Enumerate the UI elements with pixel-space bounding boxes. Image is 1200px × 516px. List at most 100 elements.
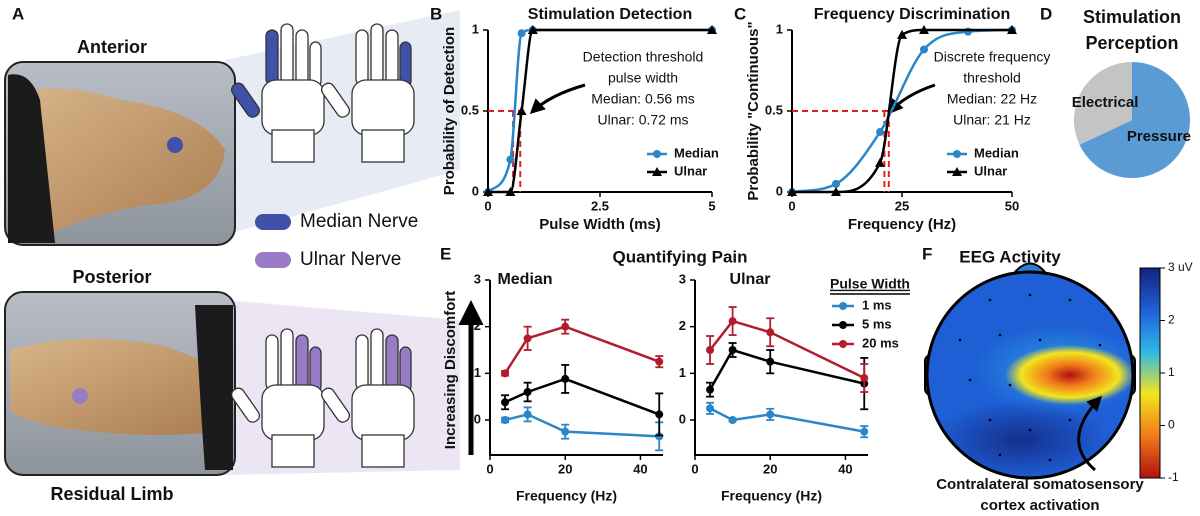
marker (561, 322, 570, 331)
y-tick-label: 0 (776, 183, 783, 198)
marker (523, 410, 532, 419)
x-tick-label: 40 (838, 461, 852, 476)
finger (320, 82, 351, 118)
x-tick-label: 0 (691, 461, 698, 476)
caption: Residual Limb (50, 484, 173, 504)
pie-label: Pressure (1127, 128, 1191, 145)
annotation: Detection threshold (583, 49, 704, 65)
electrode (998, 453, 1002, 457)
legend-label: 5 ms (862, 316, 892, 331)
x-axis-label: Frequency (Hz) (848, 216, 956, 233)
electrode (988, 418, 992, 422)
legend-marker (652, 167, 662, 176)
finger (295, 334, 309, 391)
legend-label: 20 ms (862, 335, 899, 350)
x-tick-label: 20 (763, 461, 777, 476)
marker (561, 374, 570, 383)
legend-marker (653, 150, 661, 158)
x-tick-label: 5 (708, 198, 715, 213)
marker (655, 432, 664, 441)
legend-marker (839, 302, 847, 310)
finger (355, 29, 369, 86)
cloth (8, 74, 55, 244)
finger (370, 328, 384, 390)
zoom-wedge (225, 300, 460, 475)
finger (230, 82, 261, 118)
wrist (271, 129, 315, 163)
y-tick-label: 3 (679, 271, 686, 286)
pie-slice (1079, 62, 1190, 178)
x-tick-label: 50 (1005, 198, 1019, 213)
view-label: Anterior (77, 37, 147, 57)
colorbar-label: 1 (1168, 365, 1175, 379)
eeg-map (924, 262, 1136, 480)
legend-label: Ulnar Nerve (300, 249, 401, 270)
electrode (1048, 458, 1052, 462)
zoom-wedge (225, 10, 460, 235)
finger (230, 387, 261, 423)
x-tick-label: 20 (558, 461, 572, 476)
legend-swatch (255, 252, 291, 268)
x-tick-label: 0 (486, 461, 493, 476)
hand-drawing (230, 23, 325, 163)
colorbar-label: 0 (1168, 418, 1175, 432)
panel-label: F (922, 244, 932, 263)
annotation: Discrete frequency (934, 49, 1051, 65)
finger (355, 334, 369, 391)
y-tick-label: 1 (776, 21, 783, 36)
x-tick-label: 25 (895, 198, 909, 213)
y-tick-label: 2 (679, 318, 686, 333)
hand-drawing (230, 328, 325, 468)
subplot-title: Ulnar (730, 271, 771, 288)
annotation: Ulnar: 21 Hz (953, 112, 1031, 128)
marker (875, 157, 885, 167)
stim-site (72, 388, 88, 404)
legend-swatch (255, 214, 291, 230)
arrow (529, 83, 586, 115)
y-tick-label: 0.5 (765, 102, 783, 117)
annotation: pulse width (608, 70, 678, 86)
series-line (709, 319, 865, 380)
y-tick-label: 0.5 (461, 102, 479, 117)
finger (280, 23, 294, 85)
arrow (1077, 395, 1103, 472)
marker (561, 427, 570, 436)
annotation: Median: 22 Hz (947, 91, 1037, 107)
panel-label: B (430, 4, 442, 23)
finger (385, 29, 399, 86)
legend-label: 1 ms (862, 297, 892, 312)
panel-label: C (734, 4, 746, 23)
colorbar-label: 2 (1168, 313, 1175, 327)
marker (655, 410, 664, 419)
x-tick-label: 2.5 (591, 198, 609, 213)
stim-site (167, 137, 183, 153)
palm (351, 79, 415, 136)
electrode (988, 298, 992, 302)
y-tick-label: 3 (474, 271, 481, 286)
annotation: Ulnar: 0.72 ms (597, 112, 688, 128)
wrist (361, 129, 405, 163)
annotation: Median: 0.56 ms (591, 91, 695, 107)
marker (523, 334, 532, 343)
legend-label: Median (674, 145, 719, 160)
marker (655, 357, 664, 366)
panel-label: E (440, 244, 451, 263)
marker (919, 25, 929, 34)
finger (385, 334, 399, 391)
electrode (1068, 418, 1072, 422)
panel-label: D (1040, 4, 1052, 23)
electrode (1008, 383, 1012, 387)
limb (10, 338, 228, 435)
y-axis-label: Probability of Detection (441, 27, 458, 195)
finger (265, 29, 279, 86)
subplot-title: Median (497, 271, 552, 288)
marker (831, 187, 841, 196)
marker (483, 187, 493, 196)
wrist (271, 434, 315, 468)
y-tick-label: 1 (679, 365, 686, 380)
marker (706, 346, 715, 354)
x-tick-label: 40 (633, 461, 647, 476)
marker (728, 346, 737, 354)
electrode (1028, 293, 1032, 297)
